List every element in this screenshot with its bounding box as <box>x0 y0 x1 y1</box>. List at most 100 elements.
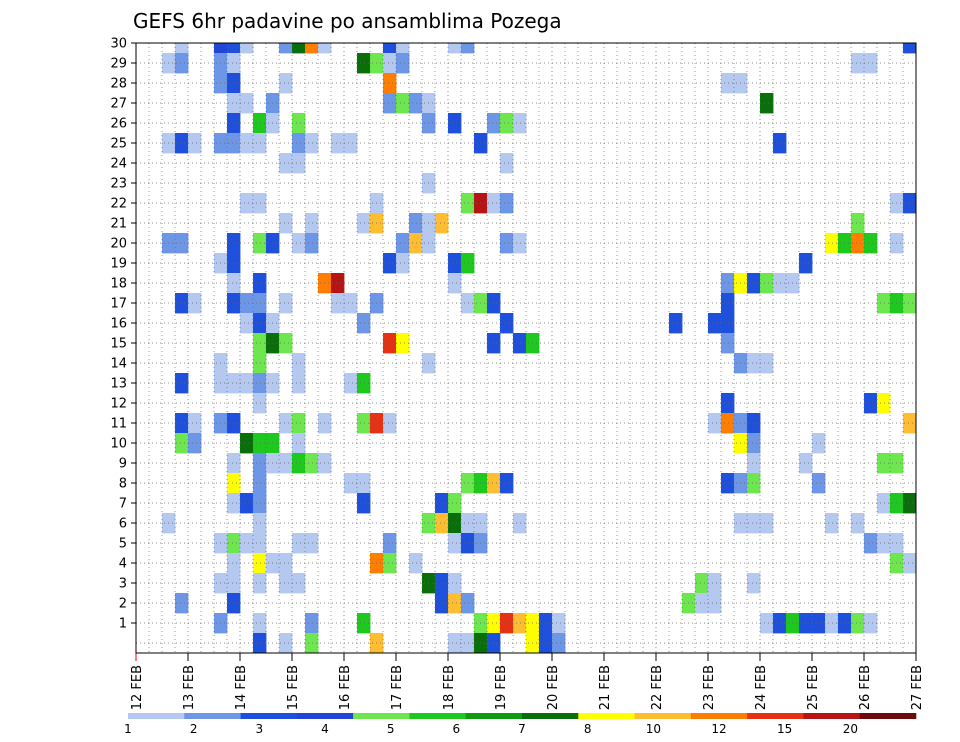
heatmap-cell <box>227 293 241 314</box>
heatmap-cell <box>448 493 462 514</box>
heatmap-cell <box>487 293 501 314</box>
heatmap-cell <box>396 253 410 274</box>
heatmap-cell <box>175 373 189 394</box>
heatmap-cell <box>227 493 241 514</box>
heatmap-cell <box>227 373 241 394</box>
y-tick-label: 21 <box>110 217 127 232</box>
heatmap-cell <box>864 233 878 254</box>
heatmap-cell <box>240 373 254 394</box>
x-tick-label: 17 FEB <box>390 665 405 710</box>
heatmap-cell <box>773 133 787 154</box>
y-tick-label: 13 <box>110 377 127 392</box>
heatmap-cell <box>864 533 878 554</box>
heatmap-cell <box>773 273 787 294</box>
heatmap-cell <box>708 313 722 334</box>
heatmap-cell <box>253 573 267 594</box>
heatmap-cell <box>513 613 527 634</box>
heatmap-cell <box>461 473 475 494</box>
heatmap-cell <box>448 43 462 54</box>
heatmap-cell <box>448 573 462 594</box>
heatmap-cell <box>487 113 501 134</box>
heatmap-cell <box>799 453 813 474</box>
heatmap-cell <box>513 513 527 534</box>
heatmap-cell <box>188 133 202 154</box>
heatmap-cell <box>279 413 293 434</box>
heatmap-cell <box>227 93 241 114</box>
heatmap-cell <box>448 253 462 274</box>
heatmap-cell <box>825 613 839 634</box>
heatmap-cell <box>292 233 306 254</box>
heatmap-cell <box>721 333 735 354</box>
heatmap-cell <box>721 393 735 414</box>
heatmap-cell <box>331 273 345 294</box>
heatmap-cell <box>357 493 371 514</box>
y-tick-label: 7 <box>119 497 127 512</box>
heatmap-cell <box>344 473 358 494</box>
colorbar-segment <box>409 713 467 719</box>
heatmap-cell <box>461 593 475 614</box>
heatmap-cell <box>500 233 514 254</box>
colorbar-segment <box>690 713 748 719</box>
heatmap-cell <box>877 293 891 314</box>
heatmap-cell <box>253 293 267 314</box>
heatmap-cell <box>357 473 371 494</box>
heatmap-cell <box>253 313 267 334</box>
colorbar-label: 6 <box>453 722 461 736</box>
heatmap-cell <box>461 533 475 554</box>
heatmap-cell <box>240 133 254 154</box>
y-tick-label: 9 <box>119 457 127 472</box>
heatmap-cell <box>825 513 839 534</box>
heatmap-cell <box>435 513 449 534</box>
heatmap-cell <box>292 353 306 374</box>
heatmap-cell <box>448 533 462 554</box>
heatmap-cell <box>253 373 267 394</box>
heatmap-cell <box>435 593 449 614</box>
heatmap-cell <box>175 53 189 74</box>
heatmap-cell <box>253 633 267 654</box>
heatmap-cell <box>500 193 514 214</box>
heatmap-cell <box>435 213 449 234</box>
heatmap-cell <box>240 43 254 54</box>
y-tick-label: 27 <box>110 97 127 112</box>
heatmap-cell <box>253 133 267 154</box>
x-tick-label: 14 FEB <box>234 665 249 710</box>
heatmap-cell <box>747 273 761 294</box>
heatmap-cell <box>396 43 410 54</box>
colorbar-segment <box>240 713 298 719</box>
heatmap-cell <box>357 613 371 634</box>
heatmap-cell <box>240 493 254 514</box>
y-tick-label: 25 <box>110 137 127 152</box>
heatmap-cell <box>279 73 293 94</box>
heatmap-cell <box>747 473 761 494</box>
x-tick-label: 15 FEB <box>286 665 301 710</box>
heatmap-cell <box>903 293 917 314</box>
heatmap-cell <box>721 313 735 334</box>
heatmap-cell <box>760 93 774 114</box>
colorbar-label: 3 <box>256 722 264 736</box>
heatmap-cell <box>851 213 865 234</box>
heatmap-cell <box>396 53 410 74</box>
plot-frame <box>135 42 917 654</box>
heatmap-cell <box>175 433 189 454</box>
heatmap-cell <box>552 613 566 634</box>
y-tick-label: 26 <box>110 117 127 132</box>
y-tick-label: 5 <box>119 537 127 552</box>
heatmap-cell <box>227 593 241 614</box>
colorbar-segment <box>353 713 410 719</box>
heatmap-cell <box>253 473 267 494</box>
heatmap-cell <box>721 413 735 434</box>
heatmap-cell <box>396 333 410 354</box>
heatmap-cell <box>240 313 254 334</box>
y-tick-label: 2 <box>119 597 127 612</box>
heatmap-cell <box>227 73 241 94</box>
heatmap-cell <box>240 433 254 454</box>
heatmap-cell <box>305 633 319 654</box>
x-tick-label: 22 FEB <box>650 665 665 710</box>
heatmap-cell <box>344 373 358 394</box>
cell-layer <box>162 43 917 654</box>
heatmap-cell <box>292 433 306 454</box>
colorbar-segment <box>747 713 804 719</box>
heatmap-cell <box>747 353 761 374</box>
heatmap-cell <box>812 473 826 494</box>
colorbar-label: 5 <box>387 722 395 736</box>
